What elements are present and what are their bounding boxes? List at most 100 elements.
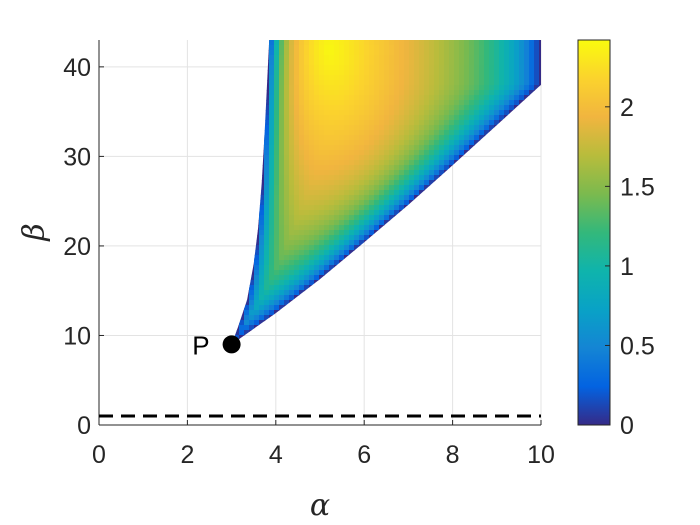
heat-cell — [314, 275, 320, 281]
heat-cell — [489, 85, 495, 91]
heat-cell — [524, 80, 530, 86]
heat-cell — [289, 200, 295, 206]
heat-cell — [269, 100, 275, 106]
heat-cell — [309, 130, 315, 136]
heat-cell — [259, 195, 265, 201]
heat-cell — [424, 85, 430, 91]
heat-cell — [404, 65, 410, 71]
heat-cell — [534, 85, 540, 91]
heat-cell — [369, 220, 375, 226]
heat-cell — [409, 85, 415, 91]
heat-cell — [524, 45, 530, 51]
heat-cell — [329, 130, 335, 136]
heat-cell — [539, 75, 541, 81]
heat-cell — [504, 80, 510, 86]
heat-cell — [454, 120, 460, 126]
heat-cell — [379, 210, 385, 216]
heat-cell — [279, 145, 285, 151]
heat-cell — [339, 210, 345, 216]
heat-cell — [424, 135, 430, 141]
heat-cell — [354, 135, 360, 141]
heat-cell — [484, 120, 490, 126]
heat-cell — [324, 55, 330, 61]
heat-cell — [369, 225, 375, 231]
heat-cell — [374, 120, 380, 126]
heat-cell — [289, 220, 295, 226]
heat-cell — [274, 50, 280, 56]
heat-cell — [474, 50, 480, 56]
heat-cell — [294, 135, 300, 141]
heat-cell — [359, 40, 365, 46]
heat-cell — [334, 165, 340, 171]
heat-cell — [289, 205, 295, 211]
heat-cell — [239, 315, 245, 321]
heat-cell — [314, 100, 320, 106]
heat-cell — [384, 160, 390, 166]
heat-cell — [399, 205, 405, 211]
heat-cell — [359, 240, 365, 246]
heat-cell — [294, 230, 300, 236]
heat-cell — [324, 225, 330, 231]
heat-cell — [349, 225, 355, 231]
heat-cell — [489, 70, 495, 76]
heat-cell — [294, 50, 300, 56]
heat-cell — [289, 100, 295, 106]
heat-cell — [344, 230, 350, 236]
heat-cell — [289, 180, 295, 186]
heat-cell — [384, 145, 390, 151]
heat-cell — [379, 120, 385, 126]
heat-cell — [364, 200, 370, 206]
heat-cell — [334, 75, 340, 81]
heat-cell — [479, 95, 485, 101]
heat-cell — [504, 55, 510, 61]
heat-cell — [279, 125, 285, 131]
heat-cell — [299, 95, 305, 101]
heat-cell — [379, 60, 385, 66]
heat-cell — [389, 205, 395, 211]
heat-cell — [324, 190, 330, 196]
heat-cell — [299, 165, 305, 171]
heat-cell — [309, 270, 315, 276]
heat-cell — [284, 230, 290, 236]
heat-cell — [259, 240, 265, 246]
heat-cell — [474, 75, 480, 81]
heat-cell — [504, 110, 510, 116]
heat-cell — [329, 65, 335, 71]
heat-cell — [374, 85, 380, 91]
heat-cell — [289, 265, 295, 271]
heat-cell — [459, 75, 465, 81]
heat-cell — [309, 205, 315, 211]
heat-cell — [324, 185, 330, 191]
heat-cell — [304, 65, 310, 71]
heat-cell — [309, 95, 315, 101]
heat-cell — [354, 130, 360, 136]
heat-cell — [254, 265, 260, 271]
heat-cell — [284, 295, 290, 301]
heat-cell — [354, 90, 360, 96]
heat-cell — [369, 155, 375, 161]
heat-cell — [439, 170, 445, 176]
heat-cell — [284, 200, 290, 206]
heat-cell — [269, 135, 275, 141]
heat-cell — [414, 55, 420, 61]
heat-cell — [339, 130, 345, 136]
heat-cell — [274, 175, 280, 181]
heat-cell — [294, 160, 300, 166]
heat-cell — [319, 85, 325, 91]
heat-cell — [519, 90, 525, 96]
heat-cell — [379, 180, 385, 186]
heat-cell — [454, 150, 460, 156]
heat-cell — [444, 90, 450, 96]
heat-cell — [434, 130, 440, 136]
heat-cell — [304, 250, 310, 256]
heat-cell — [304, 130, 310, 136]
heat-cell — [339, 190, 345, 196]
heat-cell — [344, 100, 350, 106]
heat-cell — [294, 285, 300, 291]
heat-cell — [294, 115, 300, 121]
heat-cell — [299, 55, 305, 61]
heat-cell — [304, 240, 310, 246]
heat-cell — [349, 55, 355, 61]
heat-cell — [464, 135, 470, 141]
heat-cell — [264, 205, 270, 211]
